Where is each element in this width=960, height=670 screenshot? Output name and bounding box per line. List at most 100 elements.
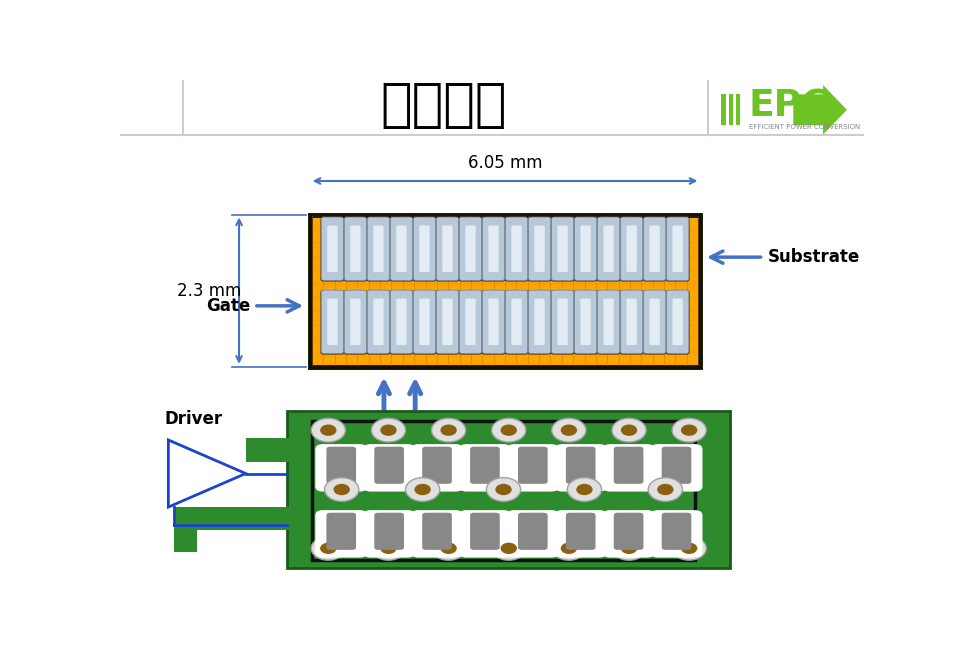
FancyBboxPatch shape: [246, 438, 290, 462]
FancyBboxPatch shape: [650, 299, 660, 345]
FancyBboxPatch shape: [422, 513, 452, 550]
FancyBboxPatch shape: [574, 290, 597, 354]
Text: Substrate: Substrate: [767, 248, 859, 266]
FancyBboxPatch shape: [321, 217, 345, 281]
Circle shape: [441, 543, 457, 554]
Circle shape: [372, 537, 405, 560]
Text: 2.3 mm: 2.3 mm: [178, 281, 241, 299]
FancyBboxPatch shape: [555, 444, 607, 492]
FancyBboxPatch shape: [466, 299, 475, 345]
FancyBboxPatch shape: [390, 290, 414, 354]
FancyBboxPatch shape: [661, 447, 691, 484]
FancyBboxPatch shape: [322, 217, 344, 281]
FancyBboxPatch shape: [459, 510, 511, 557]
Text: 6.05 mm: 6.05 mm: [468, 153, 542, 172]
FancyBboxPatch shape: [528, 217, 551, 281]
Circle shape: [612, 418, 646, 442]
FancyBboxPatch shape: [551, 290, 574, 354]
Circle shape: [621, 425, 637, 436]
FancyBboxPatch shape: [413, 217, 437, 281]
FancyBboxPatch shape: [551, 217, 574, 281]
FancyBboxPatch shape: [350, 299, 361, 345]
FancyBboxPatch shape: [574, 290, 597, 354]
FancyBboxPatch shape: [535, 226, 544, 272]
Circle shape: [552, 537, 586, 560]
FancyBboxPatch shape: [414, 217, 436, 281]
FancyBboxPatch shape: [411, 444, 463, 492]
Circle shape: [612, 537, 646, 560]
FancyBboxPatch shape: [555, 510, 607, 557]
FancyBboxPatch shape: [736, 94, 740, 125]
FancyBboxPatch shape: [420, 226, 430, 272]
FancyBboxPatch shape: [175, 507, 290, 530]
FancyBboxPatch shape: [651, 510, 703, 557]
FancyBboxPatch shape: [391, 217, 413, 281]
FancyBboxPatch shape: [327, 299, 338, 345]
Circle shape: [415, 484, 431, 495]
FancyBboxPatch shape: [482, 290, 505, 354]
FancyBboxPatch shape: [643, 290, 666, 354]
FancyBboxPatch shape: [344, 290, 368, 354]
FancyBboxPatch shape: [175, 530, 197, 553]
FancyBboxPatch shape: [411, 510, 463, 557]
FancyBboxPatch shape: [673, 299, 683, 345]
FancyBboxPatch shape: [459, 444, 511, 492]
FancyBboxPatch shape: [489, 226, 498, 272]
FancyBboxPatch shape: [604, 226, 613, 272]
FancyBboxPatch shape: [315, 444, 368, 492]
Circle shape: [320, 543, 337, 554]
FancyBboxPatch shape: [326, 447, 356, 484]
FancyBboxPatch shape: [470, 447, 500, 484]
FancyBboxPatch shape: [489, 299, 498, 345]
FancyBboxPatch shape: [597, 217, 620, 281]
FancyBboxPatch shape: [505, 290, 528, 354]
FancyBboxPatch shape: [443, 299, 453, 345]
FancyBboxPatch shape: [315, 510, 368, 557]
FancyBboxPatch shape: [396, 226, 407, 272]
FancyBboxPatch shape: [287, 411, 730, 568]
FancyBboxPatch shape: [414, 290, 436, 354]
Circle shape: [552, 418, 586, 442]
FancyBboxPatch shape: [661, 513, 691, 550]
Circle shape: [311, 418, 346, 442]
Circle shape: [311, 537, 346, 560]
FancyBboxPatch shape: [643, 217, 666, 281]
Circle shape: [658, 484, 674, 495]
FancyBboxPatch shape: [518, 447, 547, 484]
Text: EPC: EPC: [749, 88, 829, 125]
FancyBboxPatch shape: [597, 290, 620, 354]
Circle shape: [495, 484, 512, 495]
Circle shape: [492, 418, 526, 442]
FancyBboxPatch shape: [620, 217, 643, 281]
Text: Gate: Gate: [206, 297, 251, 315]
Circle shape: [380, 543, 396, 554]
Circle shape: [487, 478, 520, 501]
Circle shape: [648, 478, 683, 501]
FancyBboxPatch shape: [436, 290, 459, 354]
FancyBboxPatch shape: [665, 217, 689, 281]
FancyBboxPatch shape: [666, 217, 689, 281]
Circle shape: [567, 478, 602, 501]
FancyBboxPatch shape: [721, 94, 726, 125]
FancyBboxPatch shape: [367, 217, 391, 281]
FancyBboxPatch shape: [650, 226, 660, 272]
FancyBboxPatch shape: [613, 513, 643, 550]
Text: 晶片版图: 晶片版图: [380, 79, 507, 131]
FancyBboxPatch shape: [322, 290, 344, 354]
Circle shape: [500, 425, 516, 436]
FancyBboxPatch shape: [345, 290, 367, 354]
Circle shape: [561, 425, 577, 436]
FancyBboxPatch shape: [528, 290, 551, 354]
FancyBboxPatch shape: [466, 226, 475, 272]
FancyBboxPatch shape: [390, 217, 414, 281]
FancyBboxPatch shape: [581, 299, 590, 345]
Polygon shape: [793, 85, 847, 135]
FancyBboxPatch shape: [373, 226, 384, 272]
Circle shape: [372, 418, 405, 442]
FancyBboxPatch shape: [505, 217, 528, 281]
FancyBboxPatch shape: [396, 299, 407, 345]
FancyBboxPatch shape: [627, 299, 636, 345]
Circle shape: [441, 425, 457, 436]
Circle shape: [576, 484, 592, 495]
FancyBboxPatch shape: [574, 217, 597, 281]
